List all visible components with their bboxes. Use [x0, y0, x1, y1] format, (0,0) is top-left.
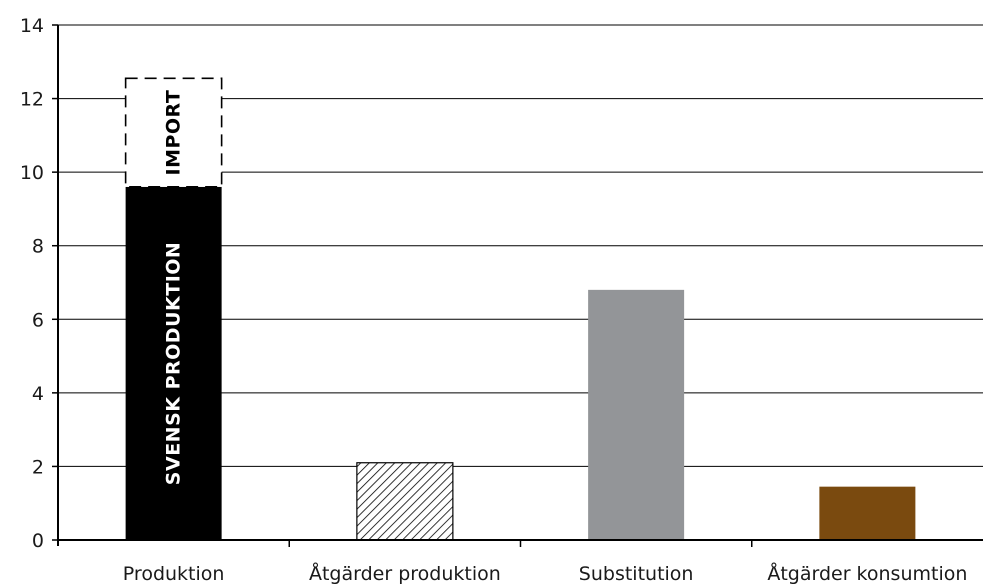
y-tick-label: 2	[32, 456, 44, 478]
bar-3-segment-0	[819, 486, 916, 540]
y-tick-label: 0	[32, 530, 44, 552]
bar-1-segment-0	[356, 462, 454, 541]
bar-0-segment-0	[125, 186, 222, 540]
x-category-label: Substitution	[579, 563, 694, 585]
y-tick-label: 14	[20, 15, 44, 37]
bar-0-segment-1-label: IMPORT	[163, 90, 185, 176]
bars	[124, 77, 916, 541]
x-category-label: Produktion	[123, 563, 225, 585]
axes	[52, 24, 983, 547]
x-category-label: Åtgärder konsumtion	[767, 562, 967, 585]
y-tick-label: 12	[20, 89, 44, 111]
y-tick-label: 6	[32, 309, 44, 331]
labels: 0 2 4 6 8 10 12 14 SVENSK PRODUKTION IMPORT Produk…	[20, 15, 968, 585]
bar-0-segment-0-label: SVENSK PRODUKTION	[163, 242, 185, 486]
y-tick-label: 8	[32, 236, 44, 258]
bar-2-segment-0	[588, 289, 685, 540]
bar-0-segment-1	[124, 77, 223, 188]
y-tick-label: 10	[20, 162, 44, 184]
y-tick-label: 4	[32, 383, 44, 405]
x-category-label: Åtgärder produktion	[309, 562, 501, 585]
